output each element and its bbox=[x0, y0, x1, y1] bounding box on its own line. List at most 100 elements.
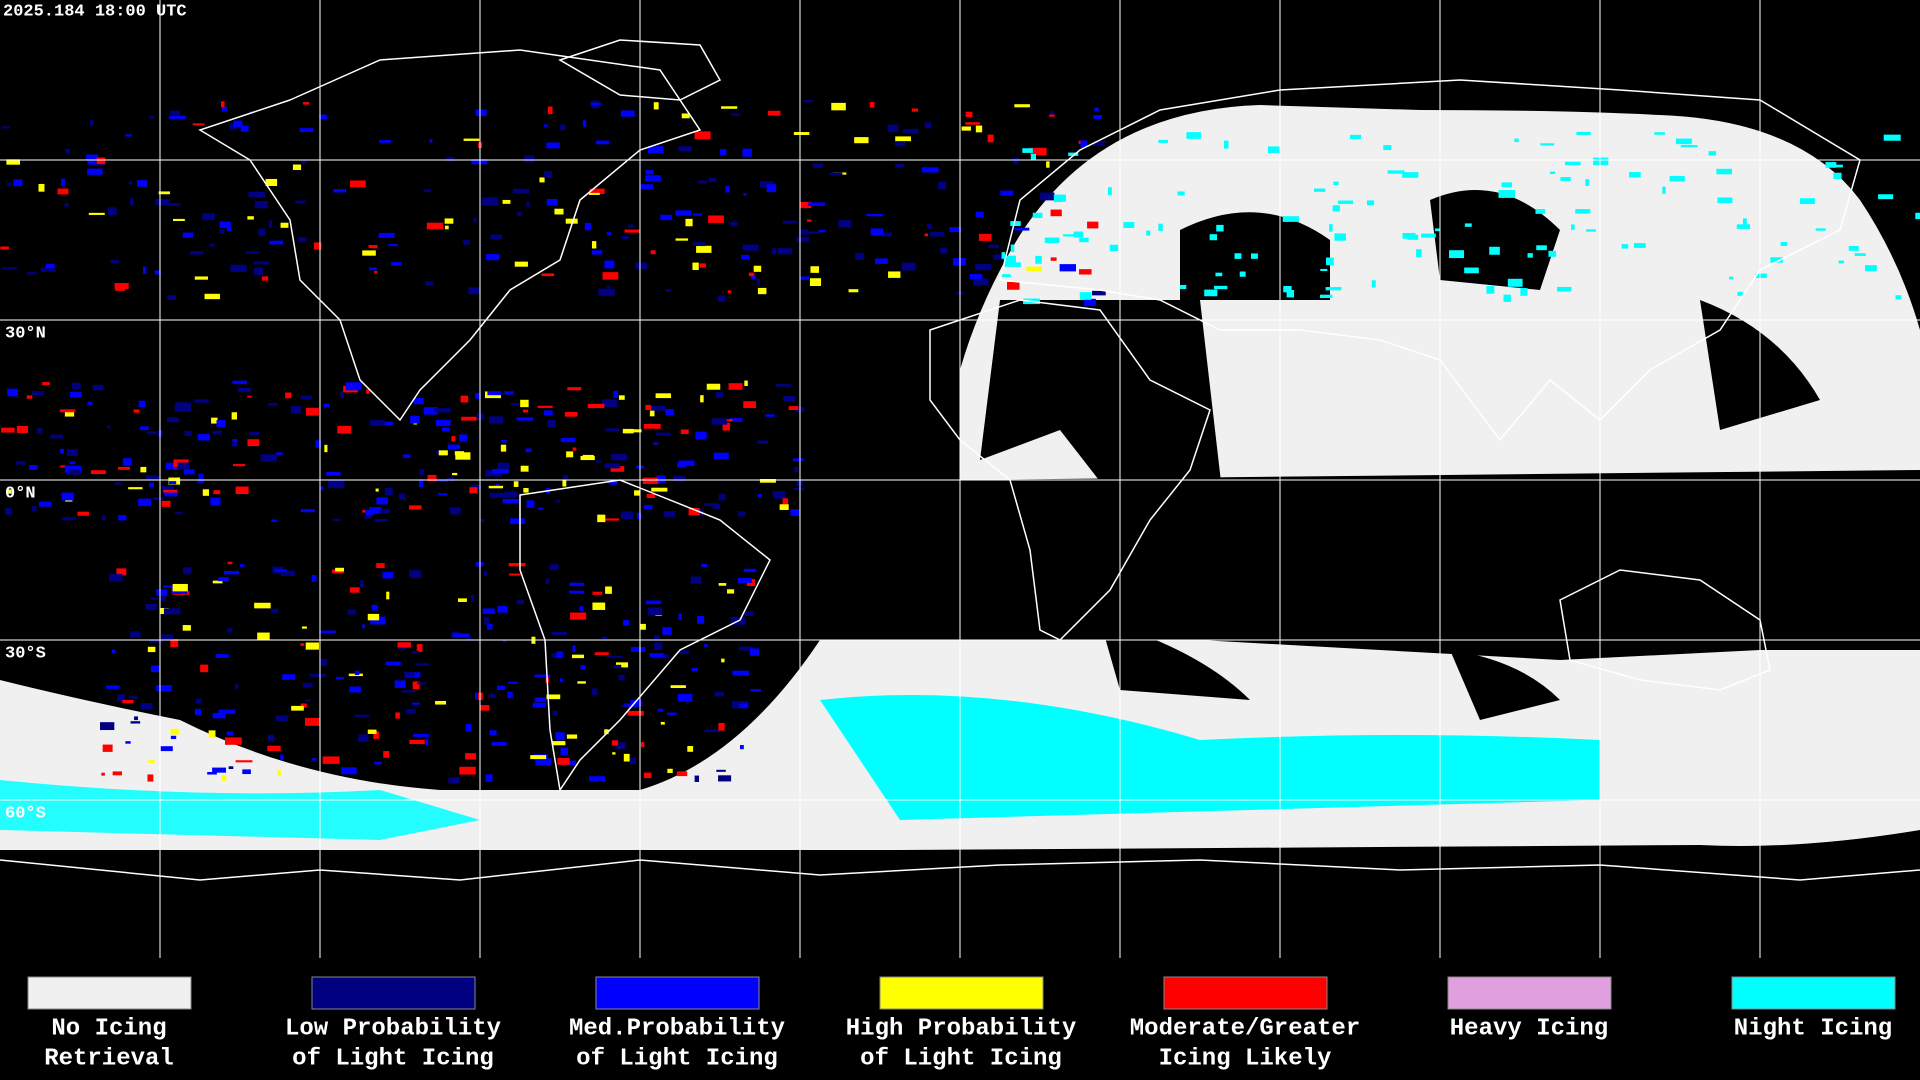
icing-speck bbox=[231, 412, 238, 420]
icing-speck bbox=[1387, 170, 1405, 174]
legend-label: Moderate/Greater bbox=[1130, 1015, 1360, 1042]
icing-speck bbox=[790, 509, 801, 517]
icing-speck bbox=[111, 649, 116, 654]
icing-speck bbox=[716, 769, 726, 772]
icing-speck bbox=[1251, 253, 1258, 259]
icing-speck bbox=[978, 233, 992, 241]
clear-area bbox=[980, 300, 1230, 560]
icing-speck bbox=[727, 290, 732, 294]
icing-speck bbox=[449, 507, 461, 515]
icing-speck bbox=[361, 624, 365, 629]
icing-speck bbox=[796, 236, 810, 243]
icing-speck bbox=[487, 391, 502, 396]
icing-speck bbox=[731, 113, 741, 116]
legend-swatch bbox=[1447, 976, 1612, 1010]
icing-speck bbox=[718, 775, 732, 782]
icing-speck bbox=[547, 419, 556, 428]
icing-speck bbox=[545, 578, 549, 584]
icing-speck bbox=[728, 383, 743, 390]
icing-speck bbox=[807, 219, 812, 222]
icing-speck bbox=[1010, 244, 1015, 253]
coastline bbox=[1559, 569, 1771, 691]
icing-speck bbox=[508, 681, 518, 684]
icing-speck bbox=[1080, 140, 1088, 148]
icing-speck bbox=[16, 461, 26, 465]
icing-speck bbox=[69, 391, 82, 398]
icing-speck bbox=[446, 476, 454, 481]
icing-speck bbox=[567, 387, 582, 391]
legend-label: No Icing bbox=[51, 1015, 166, 1042]
icing-speck bbox=[640, 184, 654, 190]
icing-speck bbox=[249, 431, 260, 436]
icing-speck bbox=[543, 170, 553, 178]
icing-speck bbox=[726, 419, 733, 422]
icing-speck bbox=[367, 729, 377, 734]
icing-speck bbox=[537, 405, 553, 408]
icing-speck bbox=[386, 591, 390, 600]
icing-speck bbox=[118, 515, 127, 521]
icing-speck bbox=[1864, 265, 1877, 272]
icing-speck bbox=[643, 772, 652, 779]
icing-speck bbox=[560, 747, 569, 756]
icing-speck bbox=[38, 501, 52, 507]
icing-speck bbox=[88, 212, 105, 215]
icing-speck bbox=[274, 569, 287, 572]
icing-speck bbox=[87, 160, 96, 165]
icing-speck bbox=[655, 393, 672, 399]
icing-speck bbox=[645, 404, 652, 411]
clear-area bbox=[1450, 650, 1560, 720]
icing-speck bbox=[161, 500, 171, 507]
icing-speck bbox=[448, 777, 460, 784]
icing-speck bbox=[117, 466, 130, 470]
icing-speck bbox=[488, 485, 504, 489]
icing-speck bbox=[139, 426, 149, 431]
icing-speck bbox=[741, 254, 750, 260]
icing-speck bbox=[809, 278, 822, 287]
icing-speck bbox=[848, 289, 859, 293]
icing-speck bbox=[1319, 294, 1333, 299]
icing-speck bbox=[1514, 138, 1519, 143]
icing-speck bbox=[260, 454, 277, 462]
icing-speck bbox=[487, 623, 493, 630]
icing-speck bbox=[690, 576, 702, 584]
icing-speck bbox=[1059, 264, 1077, 272]
icing-speck bbox=[300, 395, 312, 400]
icing-speck bbox=[202, 489, 209, 496]
icing-speck bbox=[161, 485, 174, 489]
icing-speck bbox=[940, 247, 948, 254]
icing-speck bbox=[595, 140, 609, 145]
icing-speck bbox=[435, 700, 447, 705]
icing-speck bbox=[678, 650, 690, 655]
icing-speck bbox=[253, 261, 270, 265]
icing-speck bbox=[134, 716, 138, 721]
icing-speck bbox=[667, 712, 677, 715]
icing-speck bbox=[59, 409, 76, 413]
icing-speck bbox=[551, 631, 567, 635]
icing-speck bbox=[812, 163, 824, 168]
icing-speck bbox=[743, 568, 757, 573]
icing-speck bbox=[660, 214, 673, 221]
icing-speck bbox=[1014, 227, 1030, 231]
icing-speck bbox=[1366, 200, 1375, 206]
icing-speck bbox=[546, 694, 561, 700]
icing-speck bbox=[62, 517, 76, 521]
icing-speck bbox=[1000, 274, 1011, 278]
icing-speck bbox=[1282, 216, 1300, 222]
icing-speck bbox=[425, 281, 434, 286]
icing-speck bbox=[1, 427, 15, 433]
icing-speck bbox=[554, 208, 564, 215]
icing-speck bbox=[621, 511, 633, 520]
icing-speck bbox=[213, 490, 221, 495]
icing-speck bbox=[792, 458, 804, 462]
icing-speck bbox=[504, 491, 518, 498]
icing-speck bbox=[502, 199, 511, 204]
icing-speck bbox=[799, 229, 809, 235]
icing-speck bbox=[520, 465, 529, 472]
icing-speck bbox=[566, 451, 574, 458]
icing-speck bbox=[678, 146, 692, 152]
icing-speck bbox=[539, 177, 545, 183]
icing-speck bbox=[1, 267, 17, 270]
icing-speck bbox=[454, 451, 465, 456]
icing-speck bbox=[1854, 253, 1866, 256]
icing-speck bbox=[810, 266, 820, 273]
